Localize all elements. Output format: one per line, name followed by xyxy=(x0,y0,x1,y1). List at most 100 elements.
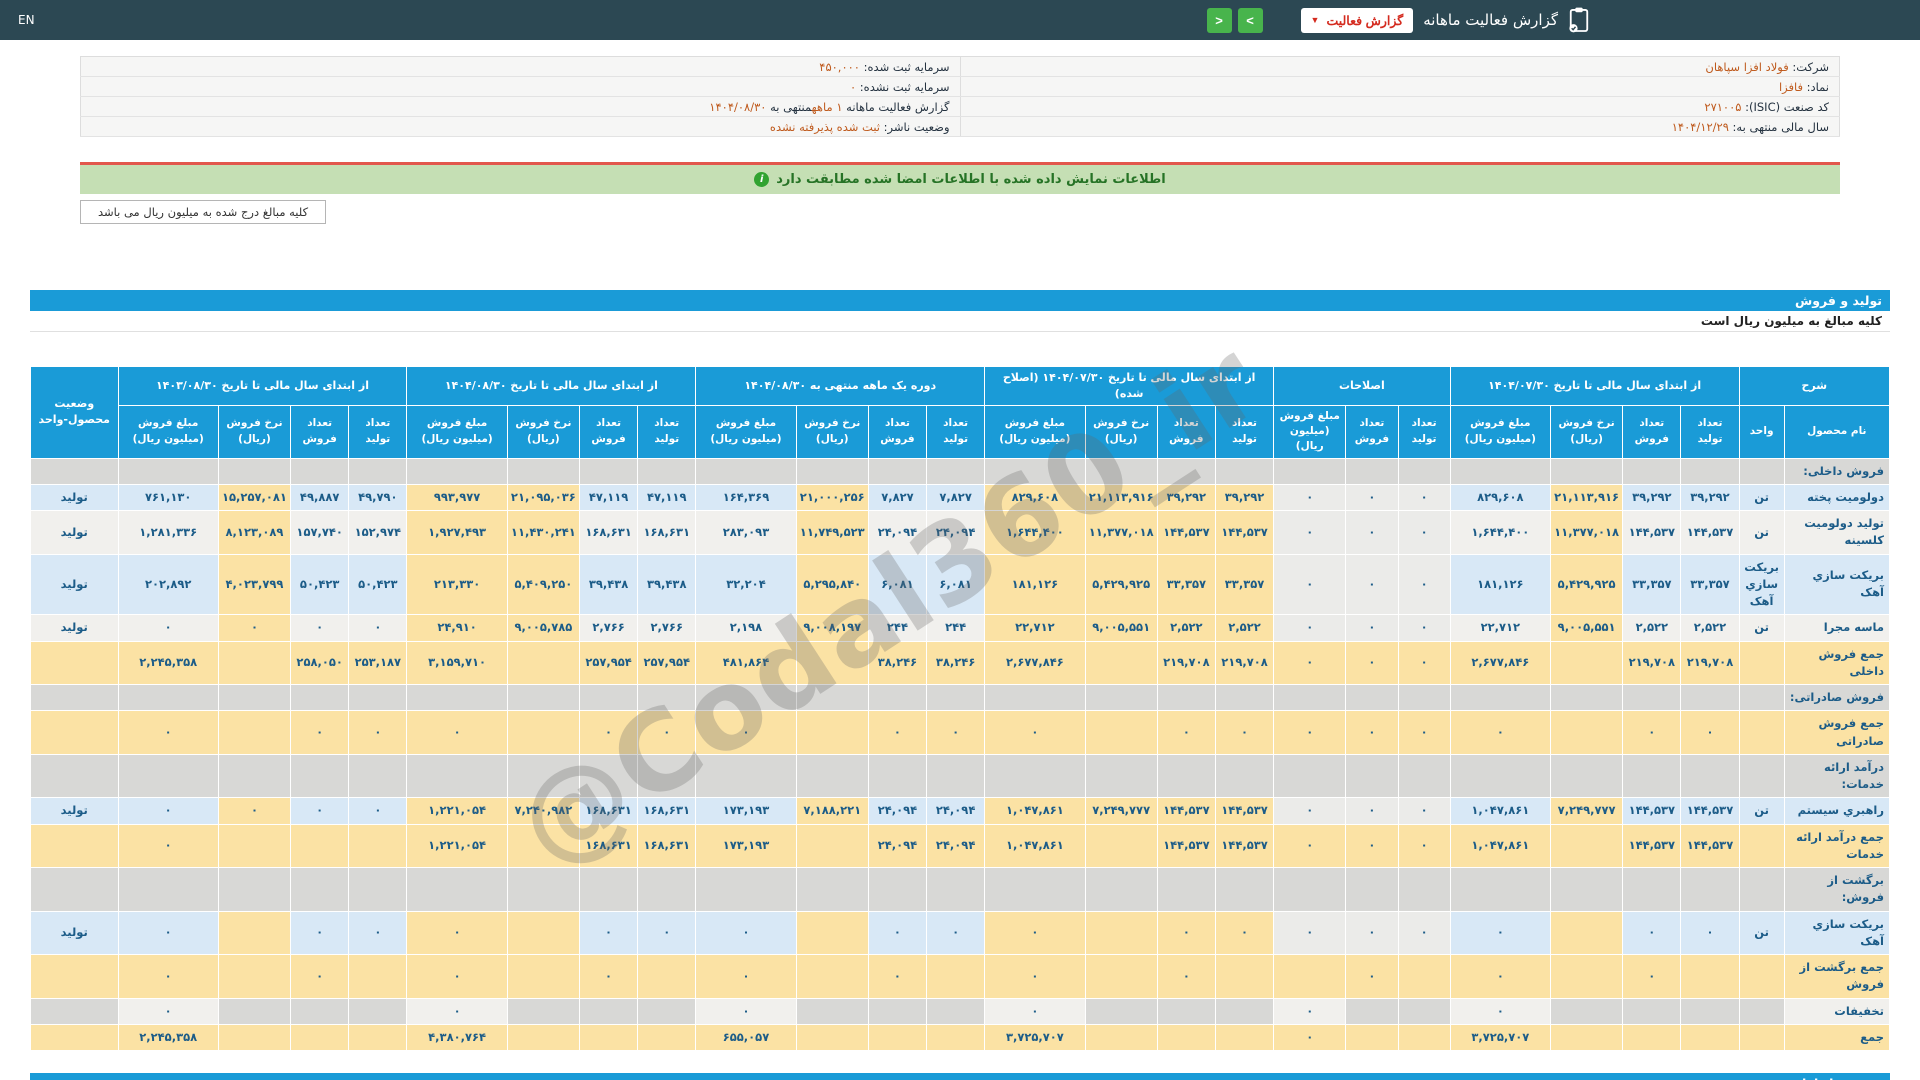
prev-report-button[interactable]: < xyxy=(1206,7,1232,33)
table-cell xyxy=(1214,954,1275,999)
table-cell: ۷,۲۴۹,۷۷۷ xyxy=(1549,797,1624,825)
table-cell xyxy=(406,684,508,712)
report-type-dropdown[interactable]: گزارش فعالیت ▼ xyxy=(1300,7,1414,33)
table-cell xyxy=(1680,997,1740,1025)
table-cell xyxy=(1622,1023,1682,1052)
language-toggle-en[interactable]: EN xyxy=(18,13,35,27)
table-cell: ۱۶۸,۶۳۱ xyxy=(637,797,697,825)
info-value: ۱ ماهه xyxy=(811,99,843,114)
section-title-production-sales: تولید و فروش xyxy=(30,290,1890,311)
table-cell: ۰ xyxy=(1273,640,1347,686)
table-cell: ۲,۵۲۲ xyxy=(1214,614,1275,642)
column-header: مبلغ فروش (میلیون ریال) xyxy=(406,404,508,459)
table-cell: ۴,۳۸۰,۷۶۴ xyxy=(406,1023,508,1052)
table-cell xyxy=(506,997,580,1025)
table-cell: ۰ xyxy=(637,710,697,755)
info-value: ۱۴۰۴/۰۸/۳۰ xyxy=(709,99,767,114)
table-cell xyxy=(1214,457,1275,485)
next-report-button[interactable]: > xyxy=(1237,7,1263,33)
table-cell: ۰ xyxy=(1622,910,1682,956)
table-cell xyxy=(1397,684,1451,712)
table-cell xyxy=(1273,457,1347,485)
table-cell xyxy=(1214,997,1275,1025)
info-value: ۱۴۰۴/۱۲/۲۹ xyxy=(1671,119,1729,134)
table-cell: ۰ xyxy=(695,997,797,1025)
table-cell: ۵,۴۰۹,۲۵۰ xyxy=(506,553,580,616)
table-cell xyxy=(795,867,869,912)
column-header: تعداد تولید xyxy=(926,404,986,459)
table-cell xyxy=(637,997,697,1025)
table-cell: بریکت سازي آهک xyxy=(1738,553,1785,616)
table-cell: ۰ xyxy=(348,614,408,642)
table-cell xyxy=(926,997,986,1025)
table-cell xyxy=(30,640,119,686)
table-cell xyxy=(695,867,797,912)
table-cell xyxy=(506,954,580,999)
table-cell xyxy=(217,710,292,755)
table-cell: ۲۱,۰۹۵,۰۳۶ xyxy=(506,483,580,512)
table-cell xyxy=(1549,753,1624,799)
table-cell: ۳۸,۲۴۶ xyxy=(926,640,986,686)
table-cell xyxy=(217,457,292,485)
table-cell: ۲,۷۶۶ xyxy=(637,614,697,642)
table-cell: ۰ xyxy=(1345,553,1399,616)
table-cell: ۰ xyxy=(867,954,928,999)
info-row: کد صنعت (ISIC): ۲۷۱۰۰۵ گزارش فعالیت ماهان… xyxy=(80,96,1840,117)
table-cell: ۰ xyxy=(1214,910,1275,956)
table-cell xyxy=(290,753,350,799)
table-cell: ۷,۲۴۰,۹۸۲ xyxy=(506,797,580,825)
table-cell: ۰ xyxy=(1273,483,1347,512)
table-cell: ۰ xyxy=(926,910,986,956)
table-cell xyxy=(1680,1023,1740,1052)
table-cell: ۰ xyxy=(1449,997,1552,1025)
table-row: تولید دولومیت کلسینه تن ۱۴۴,۵۳۷ ۱۴۴,۵۳۷ ۱۱,۳… xyxy=(30,510,1891,555)
table-cell xyxy=(1084,753,1158,799)
table-cell xyxy=(1397,997,1451,1025)
table-cell: ۰ xyxy=(1273,553,1347,616)
table-cell: ۰ xyxy=(1680,910,1740,956)
column-header: تعداد تولید xyxy=(1680,404,1740,459)
table-cell: ۰ xyxy=(1273,797,1347,825)
table-cell xyxy=(1622,867,1682,912)
table-cell: ۱۶۴,۳۶۹ xyxy=(695,483,797,512)
table-cell: ۲۵۳,۱۸۷ xyxy=(348,640,408,686)
table-cell: ۱۴۴,۵۳۷ xyxy=(1680,823,1740,869)
column-group-header: وضعیت محصول-واحد xyxy=(30,366,119,459)
table-row: تخفیفات ۰ ۰ ۰ ۰ ۰ ۰ xyxy=(30,997,1891,1025)
column-header: تعداد تولید xyxy=(348,404,408,459)
table-cell: ۳۹,۴۳۸ xyxy=(637,553,697,616)
column-header: نام محصول xyxy=(1783,404,1891,459)
table-cell: ۲۴,۰۹۴ xyxy=(867,823,928,869)
signature-notice: اطلاعات نمایش داده شده با اطلاعات امضا ش… xyxy=(80,165,1840,194)
info-label: نماد: xyxy=(1802,79,1829,94)
table-cell xyxy=(1738,823,1785,869)
table-cell: ۷,۸۲۷ xyxy=(926,483,986,512)
table-cell: ۱۶۸,۶۳۱ xyxy=(578,823,639,869)
table-cell: ۰ xyxy=(926,710,986,755)
info-cell: سرمایه ثبت نشده: ۰ xyxy=(80,76,960,97)
table-cell xyxy=(1084,910,1158,956)
table-cell xyxy=(1549,710,1624,755)
table-cell: ۰ xyxy=(217,614,292,642)
table-cell: ۸۲۹,۶۰۸ xyxy=(1449,483,1552,512)
table-cell: ۱,۹۲۷,۴۹۳ xyxy=(406,510,508,555)
table-cell: ۱۴۴,۵۳۷ xyxy=(1622,510,1682,555)
table-cell: ۰ xyxy=(1156,910,1216,956)
column-header: تعداد تولید xyxy=(1397,404,1451,459)
info-label: سرمایه ثبت نشده: xyxy=(856,79,950,94)
table-cell: تولید xyxy=(30,614,119,642)
table-cell xyxy=(348,753,408,799)
table-cell xyxy=(117,867,219,912)
table-cell: ۰ xyxy=(984,710,1086,755)
info-row: نماد: فافزا سرمایه ثبت نشده: ۰ xyxy=(80,76,1840,97)
table-cell: ۱۱,۳۷۷,۰۱۸ xyxy=(1549,510,1624,555)
table-cell xyxy=(1449,867,1552,912)
table-cell xyxy=(867,1023,928,1052)
section-title-raw-material-purchase: خرید مواد اولیه xyxy=(30,1073,1890,1080)
table-cell xyxy=(1345,684,1399,712)
table-cell: ۲۸۳,۰۹۳ xyxy=(695,510,797,555)
info-value: ۰ xyxy=(849,79,857,94)
table-cell: ۲۵۷,۹۵۴ xyxy=(578,640,639,686)
table-cell xyxy=(1084,867,1158,912)
table-cell: ۶۵۵,۰۵۷ xyxy=(695,1023,797,1052)
